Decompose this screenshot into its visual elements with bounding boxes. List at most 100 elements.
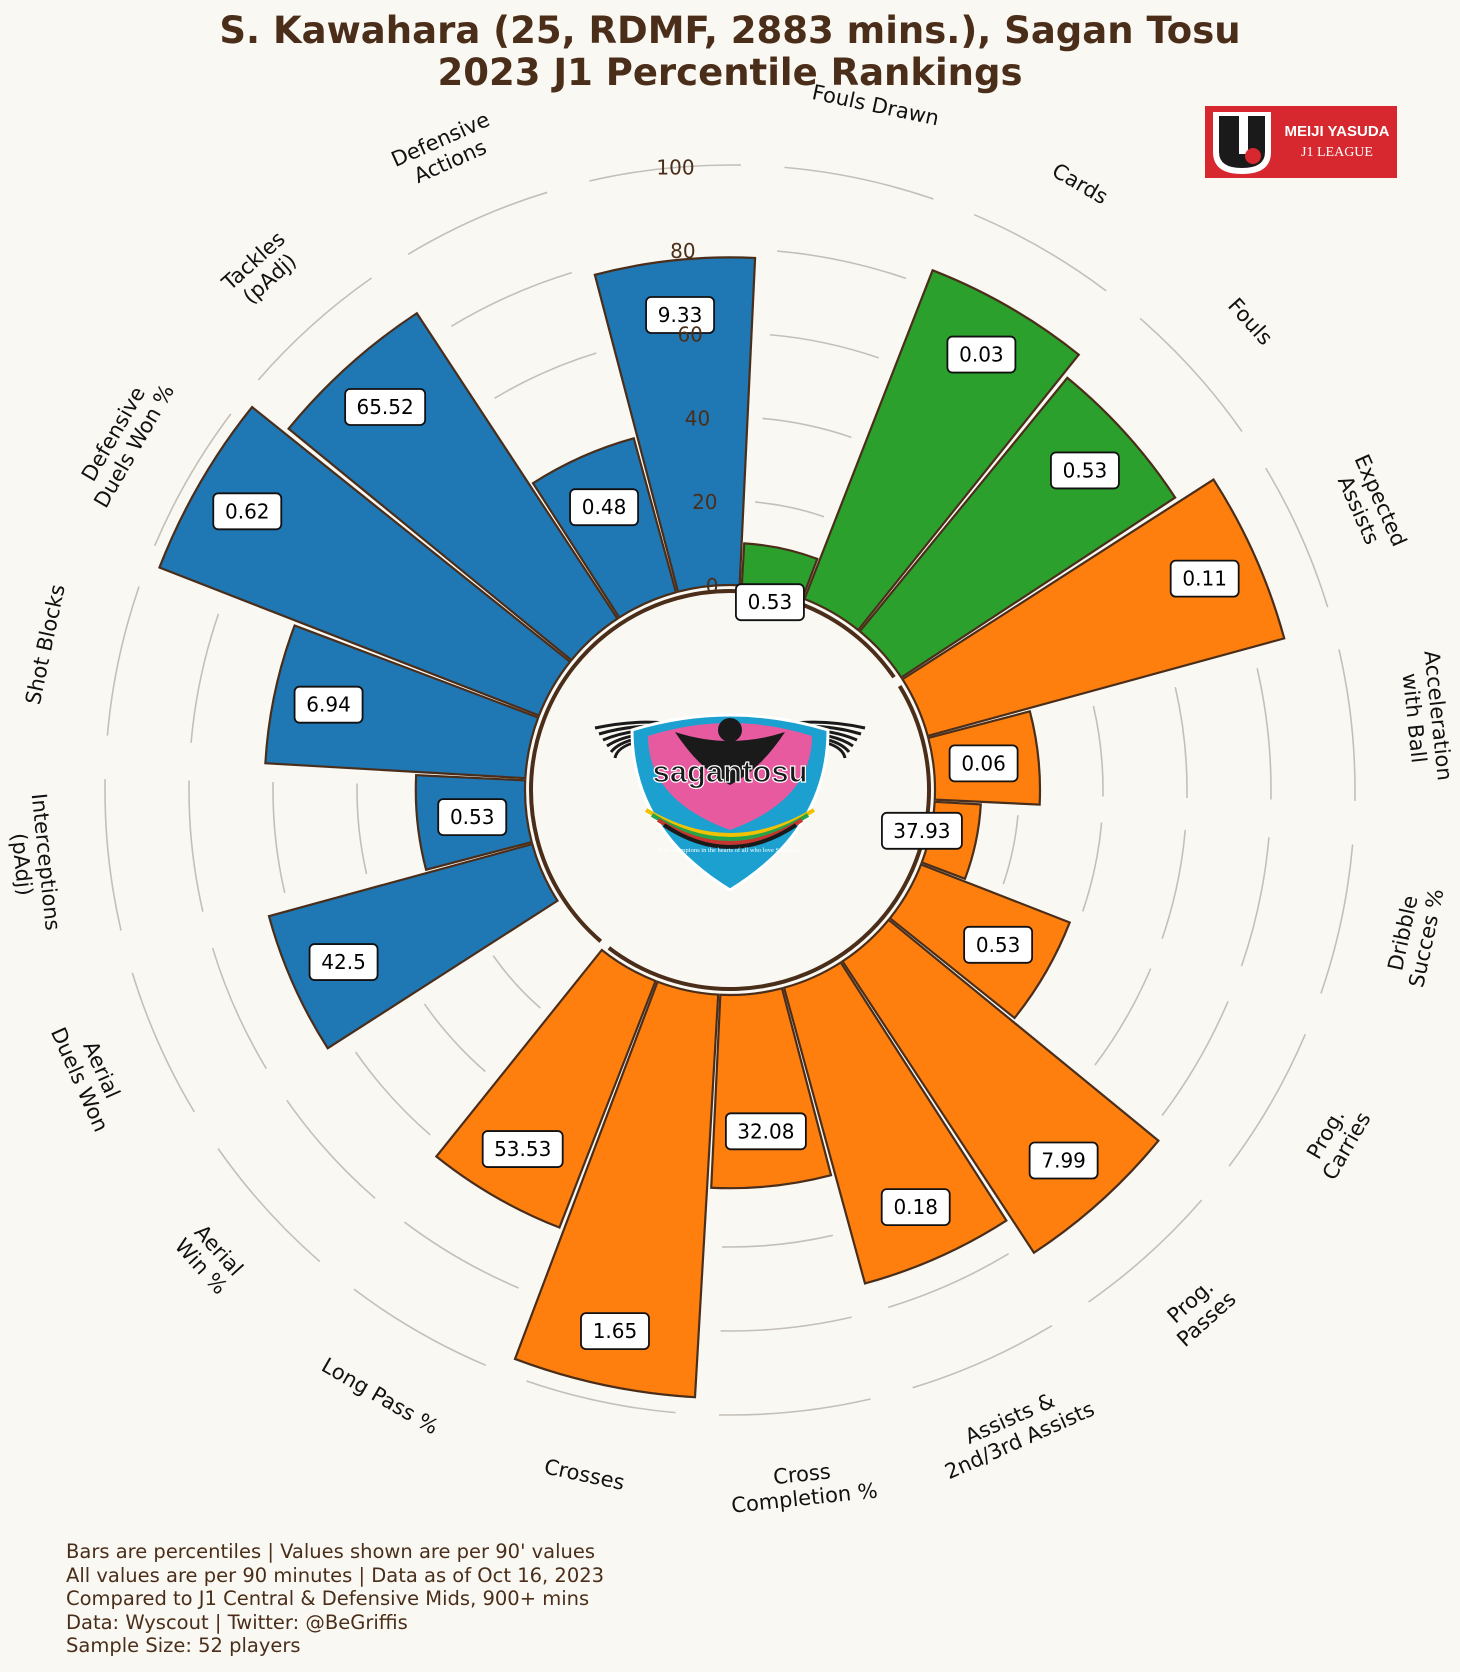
value-label-box <box>308 943 379 981</box>
badge-stripe-icon <box>662 823 798 849</box>
value-label: 0.53 <box>735 583 805 622</box>
grid-arc <box>1338 649 1356 801</box>
category-label: Prog.Passes <box>1156 1269 1240 1352</box>
badge-motto: True champions in the hearts of all who … <box>658 847 803 854</box>
category-label: Fouls Drawn <box>810 80 941 130</box>
r-tick-label: 60 <box>677 323 702 347</box>
category-label: Assists &2nd/3rd Assists <box>931 1375 1098 1484</box>
sagan-tosu-badge: sagantosu True champions in the hearts of… <box>594 713 866 892</box>
category-label: Prog.Carries <box>1297 1096 1376 1184</box>
j1-ball-icon <box>1245 148 1261 164</box>
bar-crosses <box>513 980 720 1399</box>
bar-aerial-duels-won <box>267 842 560 1050</box>
value-label-text: 42.5 <box>321 950 366 974</box>
bar-assists-2nd-3rd-assists <box>782 960 1008 1285</box>
category-label: CrossCompletion % <box>728 1455 879 1518</box>
grid-arc <box>1094 968 1152 1066</box>
badge-stripe-icon <box>644 808 816 837</box>
grid-arc <box>353 1288 487 1367</box>
grid-arc <box>1002 815 1019 885</box>
value-label-text: 0.18 <box>893 1195 938 1219</box>
value-label-text: 0.06 <box>961 751 1006 775</box>
footnote-line: Data: Wyscout | Twitter: @BeGriffis <box>66 1610 408 1634</box>
j1-shield-stripe-icon <box>1239 116 1248 154</box>
value-label-box <box>946 335 1017 374</box>
grid-arc <box>106 586 140 736</box>
value-label-box <box>481 1130 564 1168</box>
value-label-box <box>963 925 1034 964</box>
value-label: 0.48 <box>569 488 639 527</box>
grid-arc <box>1088 1199 1203 1303</box>
category-label-line: Cards <box>1048 158 1112 209</box>
value-label-text: 7.99 <box>1041 1149 1086 1173</box>
value-label-box <box>344 388 427 426</box>
value-label-text: 9.33 <box>658 303 703 327</box>
grid-arc <box>286 1099 376 1199</box>
grid-arc <box>1081 822 1103 912</box>
value-label-text: 0.03 <box>959 343 1004 367</box>
grid-arc <box>1256 668 1272 800</box>
value-label-text: 0.62 <box>225 499 270 523</box>
value-label-box <box>724 1112 807 1151</box>
grid-arc <box>272 782 286 893</box>
badge-club-name: sagantosu <box>652 754 807 789</box>
value-label-text: 32.08 <box>737 1119 794 1143</box>
value-label-box <box>735 583 805 622</box>
grid-arc <box>912 1325 1053 1389</box>
category-label: ExpectedAssists <box>1328 451 1412 560</box>
r-tick-label: 100 <box>656 155 694 179</box>
value-label: 0.06 <box>948 744 1019 783</box>
grid-arc <box>190 613 220 743</box>
value-label-box <box>293 685 364 724</box>
category-label: Shot Blocks <box>21 582 70 706</box>
league-badge-line2: J1 LEAGUE <box>1301 145 1373 160</box>
radial-grid <box>104 164 1356 1416</box>
grid-arc <box>1161 1001 1229 1117</box>
category-label: Crosses <box>542 1454 627 1494</box>
grid-arc <box>1139 317 1243 432</box>
value-label: 0.53 <box>963 925 1034 964</box>
value-label-box <box>1169 559 1240 598</box>
value-label-box <box>645 296 715 334</box>
grid-arc <box>1240 837 1270 967</box>
category-label: Fouls <box>1223 293 1277 349</box>
category-label-line: Long Pass % <box>317 1353 442 1439</box>
grid-arc <box>1228 1033 1307 1167</box>
footnote-line: Compared to J1 Central & Defensive Mids,… <box>66 1587 590 1610</box>
grid-arc <box>973 213 1107 292</box>
league-badge-line1: MEIJI YASUDA <box>1284 123 1389 140</box>
grid-arc <box>1174 687 1188 798</box>
chart-title-line2: 2023 J1 Percentile Rankings <box>437 51 1023 94</box>
value-label-box <box>580 1312 650 1351</box>
grid-arc <box>450 271 573 327</box>
footnote-line: Bars are percentiles | Values shown are … <box>66 1540 596 1563</box>
value-label: 37.93 <box>881 811 963 850</box>
grid-arc <box>769 333 880 359</box>
grid-arc <box>403 1221 519 1289</box>
footnotes: Bars are percentiles | Values shown are … <box>66 1540 604 1658</box>
category-label: DefensiveActions <box>388 107 503 193</box>
category-label-line: Crosses <box>542 1454 627 1494</box>
value-label: 0.18 <box>880 1188 951 1227</box>
value-label: 32.08 <box>724 1112 807 1151</box>
grid-arc <box>589 164 741 182</box>
grid-arc <box>494 352 597 399</box>
grid-arc <box>762 417 852 439</box>
value-label: 53.53 <box>481 1130 564 1168</box>
grid-arc <box>104 779 122 931</box>
group-arc-defending <box>529 589 736 943</box>
grid-arc <box>719 1398 871 1416</box>
value-label-text: 53.53 <box>494 1137 551 1161</box>
category-label: Interceptions(pAdj) <box>3 792 65 934</box>
grid-arc <box>131 972 195 1113</box>
value-labels: 0.53 0.03 0.53 0.11 0.06 37.93 0.53 7.99 0.18 32.… <box>212 296 1240 1351</box>
bar-defensive-duels-won- <box>158 405 572 717</box>
grid-arc <box>1320 844 1354 994</box>
category-label: AerialWin % <box>170 1218 250 1299</box>
category-label: Cards <box>1048 158 1112 209</box>
value-label: 0.53 <box>437 798 508 836</box>
category-label: Long Pass % <box>317 1353 442 1439</box>
value-label-text: 0.11 <box>1182 567 1227 591</box>
value-label: 0.03 <box>946 335 1017 374</box>
bar-shot-blocks <box>264 624 540 780</box>
